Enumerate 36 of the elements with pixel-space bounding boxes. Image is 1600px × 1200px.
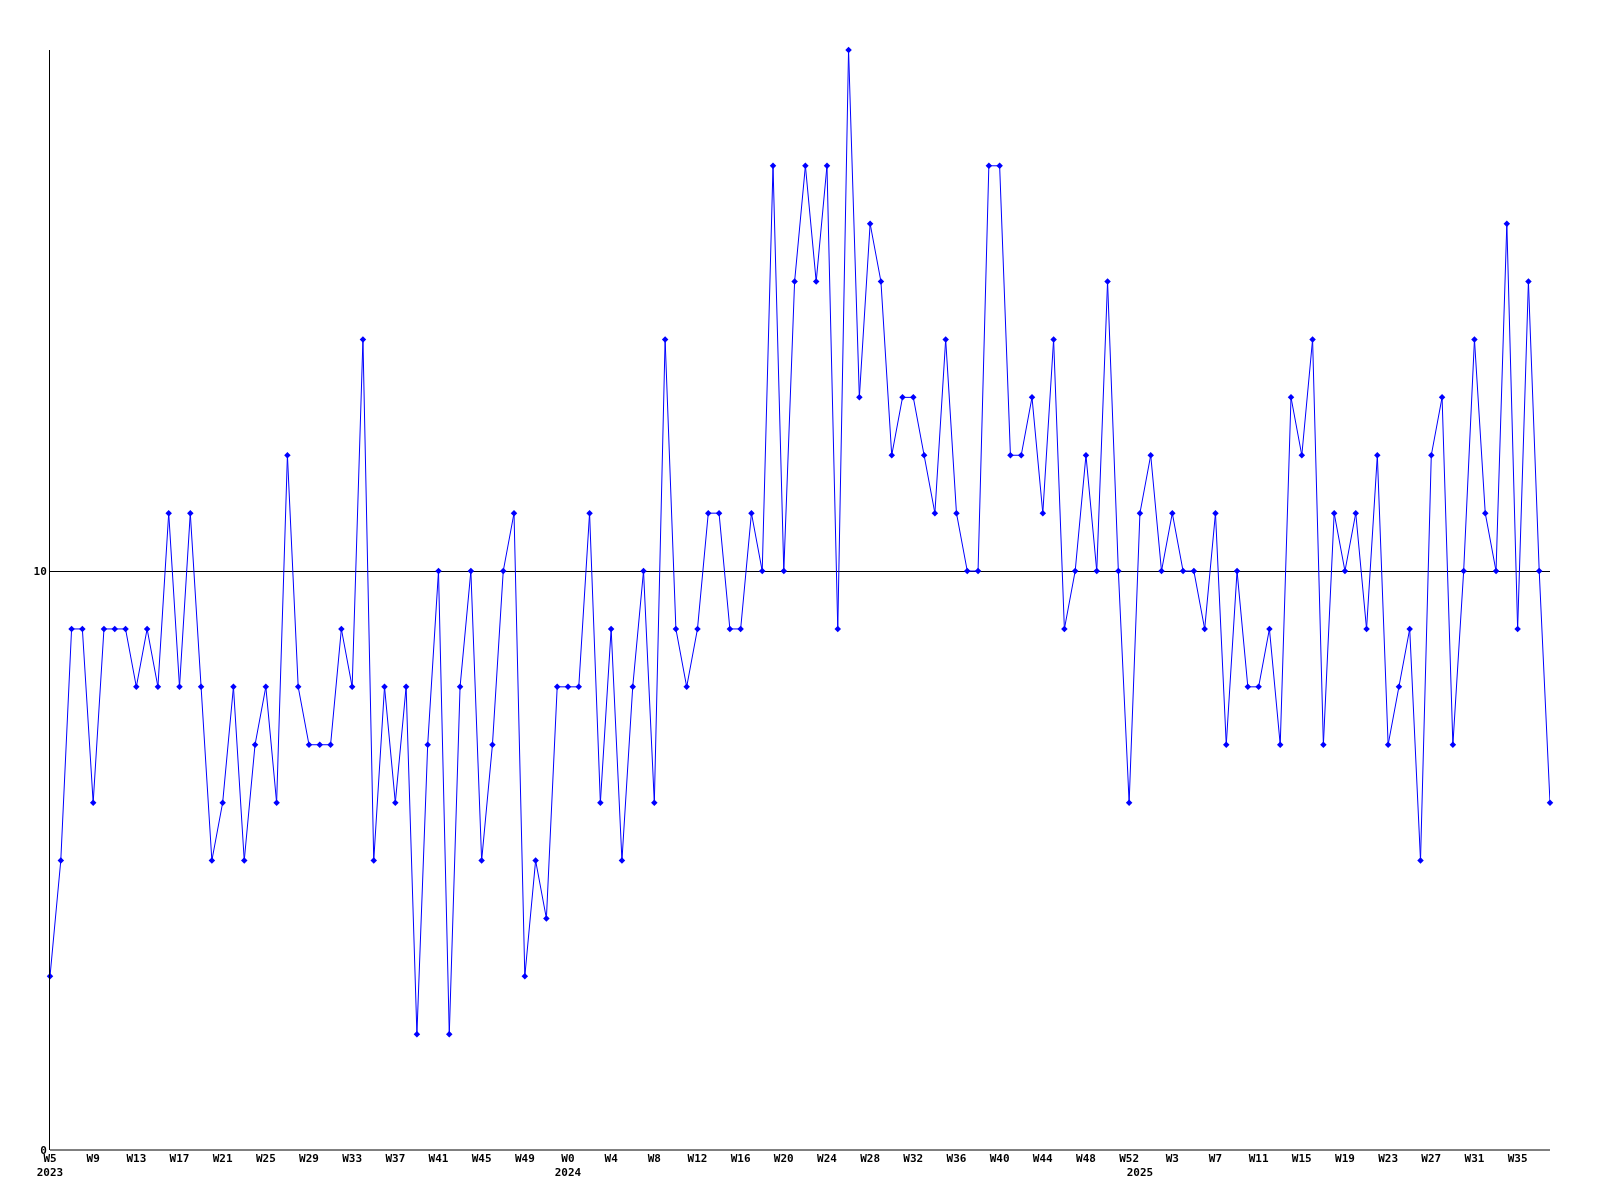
x-tick-label: W9 [86, 1152, 100, 1165]
x-tick-label: W24 [817, 1152, 838, 1165]
x-tick-label: W37 [385, 1152, 406, 1165]
y-tick-label: 10 [33, 564, 47, 578]
x-tick-label: W25 [255, 1152, 276, 1165]
x-tick-label: W3 [1165, 1152, 1179, 1165]
x-tick-label: W32 [903, 1152, 924, 1165]
x-tick-label: W23 [1378, 1152, 1399, 1165]
x-tick-label: W7 [1208, 1152, 1223, 1165]
x-tick-label: W31 [1464, 1152, 1485, 1165]
x-tick-label: W4 [604, 1152, 619, 1165]
x-tick-label: W8 [647, 1152, 661, 1165]
x-tick-label: W27 [1421, 1152, 1442, 1165]
x-tick-label: W13 [126, 1152, 147, 1165]
x-tick-label: 2025 [1126, 1166, 1154, 1180]
x-tick-label: W17 [169, 1152, 190, 1165]
x-tick-label: W28 [860, 1152, 881, 1165]
x-tick-label: W35 [1507, 1152, 1528, 1165]
x-tick-label: W21 [212, 1152, 233, 1165]
x-tick-label: W45 [471, 1152, 492, 1165]
x-tick-label: W48 [1076, 1152, 1096, 1165]
x-tick-label: W11 [1248, 1152, 1269, 1165]
x-tick-label: W36 [946, 1152, 967, 1165]
x-tick-label: W49 [514, 1152, 535, 1165]
x-tick-label: W15 [1291, 1152, 1312, 1165]
x-tick-label: W20 [773, 1152, 794, 1165]
x-tick-label: W0 2024 [554, 1152, 582, 1180]
x-tick-label: W40 [989, 1152, 1010, 1165]
x-tick-label: W33 [342, 1152, 363, 1165]
x-tick-label: W44 [1032, 1152, 1054, 1165]
x-tick-label: W12 [687, 1152, 708, 1165]
x-tick-label: W19 [1335, 1152, 1355, 1165]
x-tick-label: W52 [1119, 1152, 1140, 1165]
x-tick-label: W29 [299, 1152, 319, 1165]
x-tick-label: W41 [428, 1152, 449, 1165]
x-tick-label: W16 [730, 1152, 751, 1165]
